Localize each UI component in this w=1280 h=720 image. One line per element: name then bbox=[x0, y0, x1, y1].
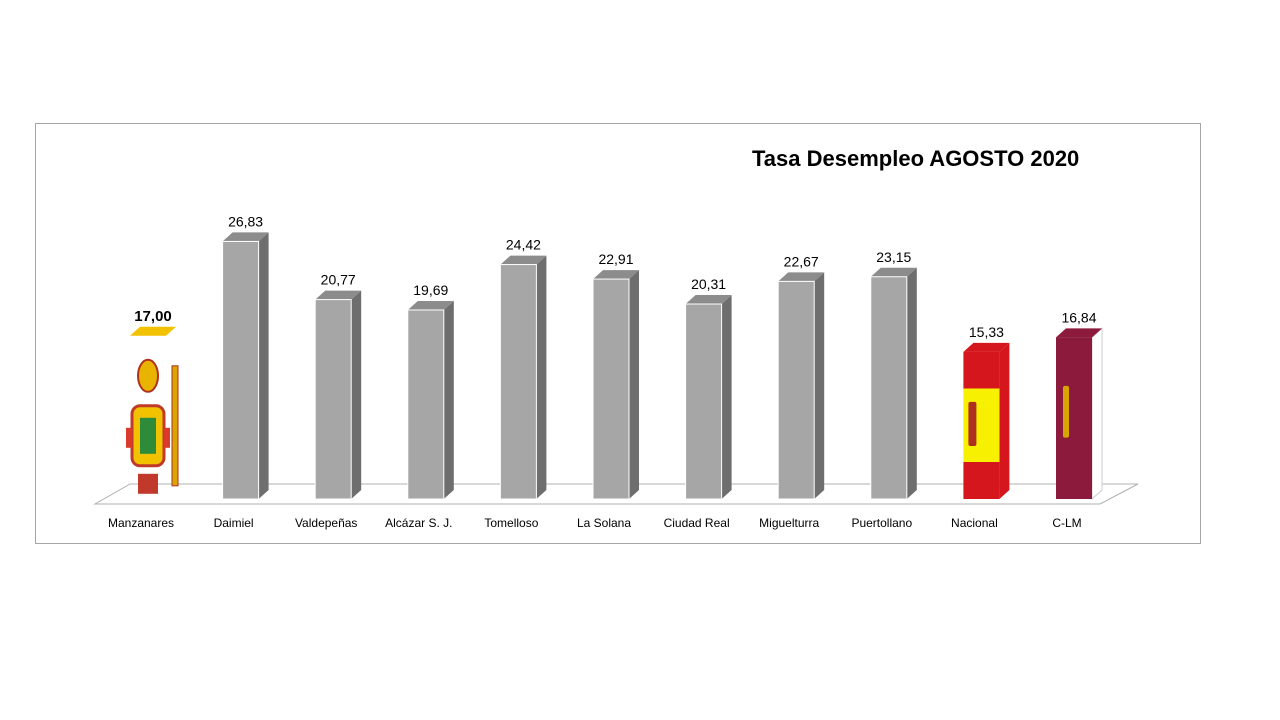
bar-side bbox=[629, 270, 639, 499]
bar-top bbox=[1056, 328, 1102, 338]
bar-side bbox=[351, 290, 362, 499]
category-label: Manzanares bbox=[108, 516, 174, 530]
bar-front bbox=[685, 303, 723, 500]
bar-side bbox=[443, 300, 454, 499]
bar-side bbox=[999, 342, 1010, 499]
category-label: Tomelloso bbox=[484, 516, 538, 530]
bar-top bbox=[685, 295, 732, 305]
bar-side bbox=[906, 267, 917, 499]
category-label: La Solana bbox=[577, 516, 631, 530]
bar-top bbox=[407, 300, 454, 310]
category-label: Valdepeñas bbox=[295, 516, 358, 530]
bar-side bbox=[536, 255, 547, 499]
category-label: Miguelturra bbox=[759, 516, 819, 530]
bar-2: 26,83 Daimiel bbox=[214, 213, 269, 530]
value-label: 26,83 bbox=[228, 213, 263, 229]
value-label: 22,67 bbox=[784, 253, 819, 269]
category-label: Puertollano bbox=[851, 516, 912, 530]
bar-7: 20,31 Ciudad Real bbox=[664, 276, 732, 530]
bar-top bbox=[870, 267, 917, 277]
bar-8: 22,67 Miguelturra bbox=[759, 253, 825, 530]
bar-5: 24,42 Tomelloso bbox=[484, 237, 547, 530]
bar-front bbox=[1056, 337, 1092, 499]
chart-title: Tasa Desempleo AGOSTO 2020 bbox=[752, 146, 1080, 171]
bar-1: 17,00 Manzanares bbox=[108, 308, 179, 530]
bar-side bbox=[1091, 327, 1103, 501]
bar-top bbox=[130, 326, 176, 336]
value-label: 16,84 bbox=[1061, 309, 1096, 325]
value-label: 20,31 bbox=[691, 276, 726, 292]
category-label: Nacional bbox=[951, 516, 998, 530]
bar-top bbox=[963, 342, 1010, 352]
bar-top bbox=[500, 255, 547, 265]
clm-castle-icon bbox=[1063, 385, 1069, 438]
bar-top bbox=[222, 232, 269, 242]
category-label: Daimiel bbox=[214, 516, 254, 530]
bar-front bbox=[592, 278, 630, 500]
bar-3: 20,77 Valdepeñas bbox=[295, 272, 362, 530]
value-label: 24,42 bbox=[506, 237, 541, 253]
bar-front bbox=[222, 240, 260, 500]
manzanares-coat-of-arms-icon bbox=[126, 358, 179, 494]
bar-top bbox=[593, 270, 639, 280]
category-label: Ciudad Real bbox=[664, 516, 730, 530]
bar-4: 19,69 Alcázar S. J. bbox=[385, 282, 454, 530]
bar-top bbox=[315, 290, 362, 300]
spain-coat-of-arms-icon bbox=[968, 401, 977, 447]
bar-side bbox=[258, 232, 269, 499]
bar-11: 16,84 C-LM bbox=[1052, 309, 1103, 530]
value-label: 15,33 bbox=[969, 324, 1004, 340]
bar-front bbox=[314, 299, 352, 500]
bar-side bbox=[721, 295, 732, 499]
category-label: Alcázar S. J. bbox=[385, 516, 452, 530]
bar-front bbox=[407, 309, 445, 500]
bar-10: 15,33 Nacional bbox=[951, 324, 1010, 530]
bar-front bbox=[870, 276, 908, 500]
value-label: 22,91 bbox=[598, 251, 633, 267]
bar-6: 22,91 La Solana bbox=[577, 251, 639, 530]
bar-front bbox=[499, 264, 537, 500]
bar-top bbox=[778, 272, 825, 282]
category-label: C-LM bbox=[1052, 516, 1081, 530]
bar-9: 23,15 Puertollano bbox=[851, 249, 917, 530]
value-label: 20,77 bbox=[321, 272, 356, 288]
value-label: 17,00 bbox=[134, 308, 172, 325]
bar-front bbox=[777, 280, 815, 500]
value-label: 23,15 bbox=[876, 249, 911, 265]
bar-side bbox=[814, 272, 825, 499]
value-label: 19,69 bbox=[413, 282, 448, 298]
